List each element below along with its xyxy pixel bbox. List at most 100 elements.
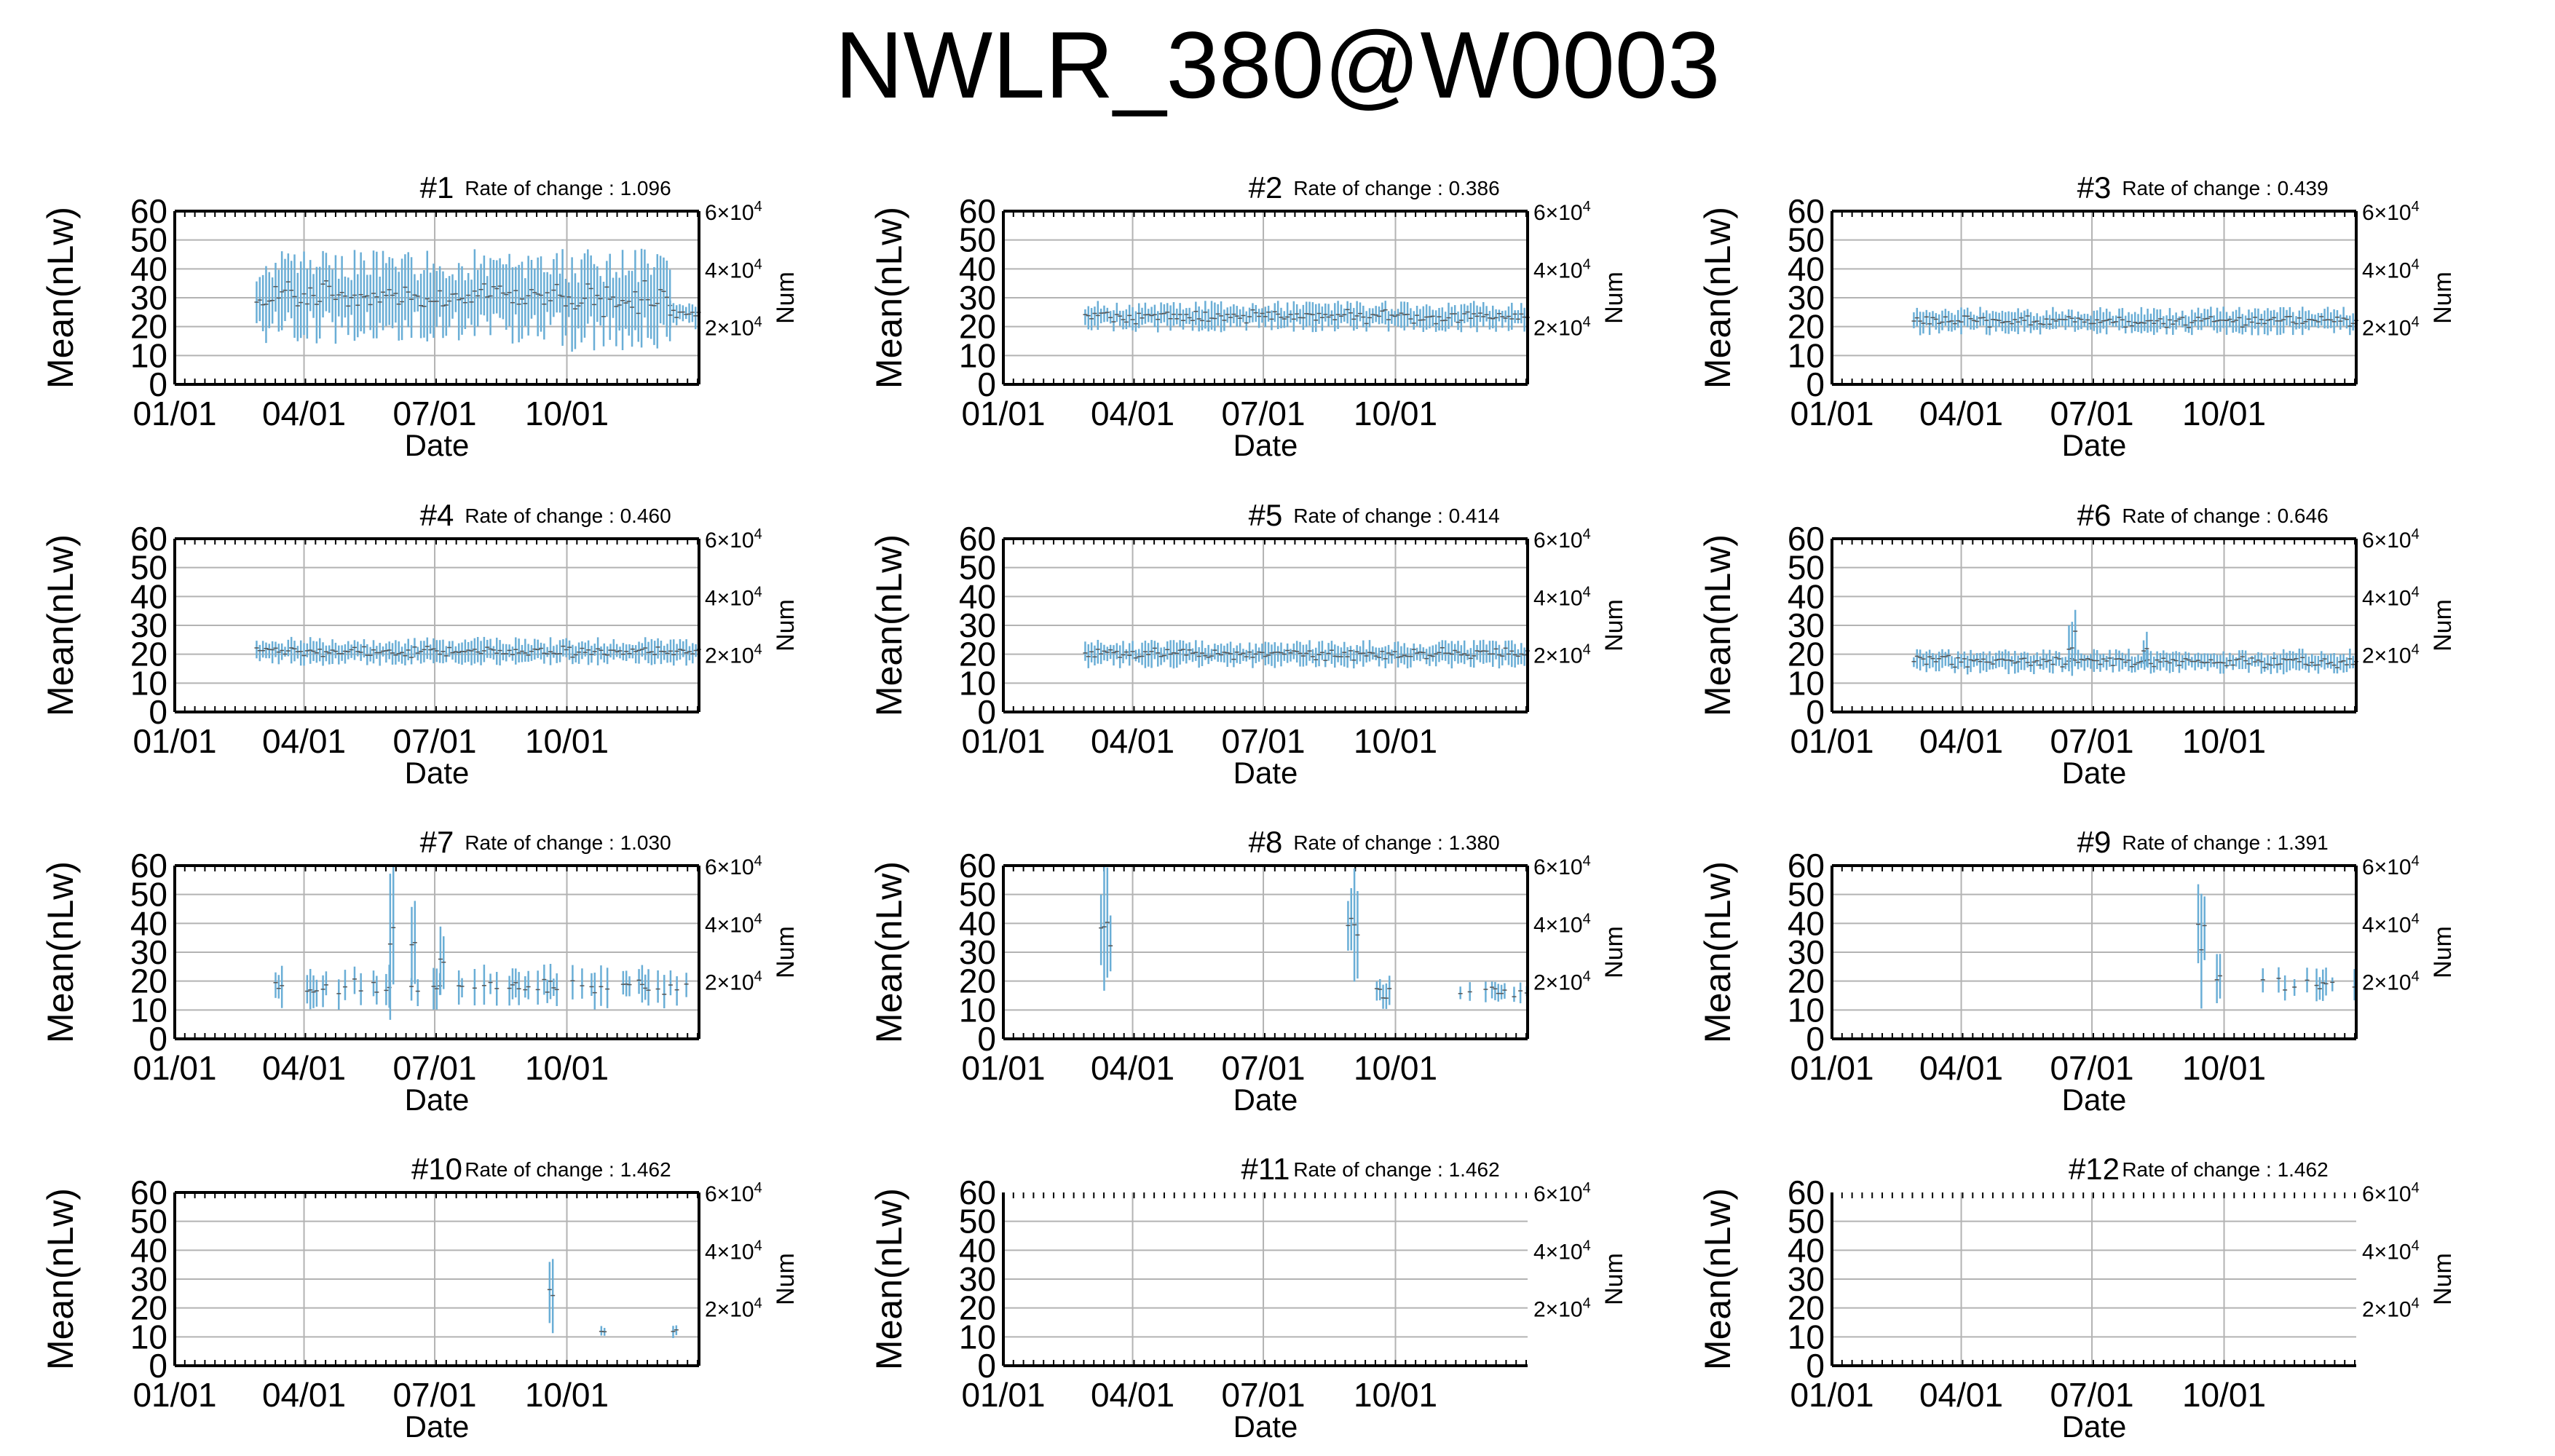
x-tick-label: 01/01 [961, 1376, 1045, 1414]
x-tick-label: 01/01 [133, 1376, 216, 1414]
y2-tick-exponent: 4 [2412, 584, 2420, 600]
y2-tick-label: 4×104 [2362, 584, 2420, 610]
y-tick-label: 10 [1788, 336, 1825, 374]
y2-tick-exponent: 4 [1583, 584, 1591, 600]
y2-tick-exponent: 4 [754, 199, 762, 215]
x-tick-label: 10/01 [525, 1376, 609, 1414]
y-tick-label: 40 [959, 250, 996, 288]
y-tick-label: 40 [130, 250, 167, 288]
y-tick-label: 60 [130, 192, 167, 230]
x-tick-label: 07/01 [1221, 1049, 1305, 1087]
y2-tick-exponent: 4 [2412, 199, 2420, 215]
y2-tick-label: 2×104 [2362, 642, 2420, 668]
y-tick-label: 0 [149, 365, 167, 403]
panel-title: #12 [2069, 1152, 2120, 1186]
y-tick-label: 40 [959, 1231, 996, 1269]
y-tick-label: 20 [959, 308, 996, 346]
x-tick-label: 10/01 [525, 1049, 609, 1087]
y2-tick-label: 2×104 [1533, 314, 1591, 341]
y2-tick-label: 6×104 [1533, 1180, 1591, 1206]
y-axis-label: Mean(nLw) [869, 534, 909, 716]
y-tick-label: 10 [959, 991, 996, 1029]
y2-tick-exponent: 4 [1583, 911, 1591, 927]
y2-tick-label: 6×104 [1533, 853, 1591, 879]
rate-of-change: Rate of change : 1.391 [2122, 831, 2328, 854]
y-tick-label: 20 [1788, 1289, 1825, 1327]
y2-tick-label: 4×104 [1533, 256, 1591, 282]
y2-axis-label: Num [772, 926, 799, 978]
y2-tick-exponent: 4 [754, 256, 762, 272]
y2-tick-exponent: 4 [1583, 642, 1591, 658]
y2-tick-label: 2×104 [1533, 642, 1591, 668]
y2-tick-label: 6×104 [2362, 1180, 2420, 1206]
y-tick-label: 20 [1788, 636, 1825, 673]
y2-tick-label: 2×104 [2362, 1296, 2420, 1322]
panel-title: #4 [420, 498, 454, 532]
y2-tick-exponent: 4 [2412, 853, 2420, 869]
panel-title: #10 [411, 1152, 462, 1186]
y-tick-label: 10 [130, 1318, 167, 1356]
y2-tick-label: 6×104 [705, 1180, 762, 1206]
x-tick-label: 07/01 [2050, 1376, 2133, 1414]
y-tick-label: 10 [1788, 1318, 1825, 1356]
y-tick-label: 30 [959, 933, 996, 971]
x-axis-label: Date [405, 1083, 470, 1117]
x-tick-label: 07/01 [392, 1376, 476, 1414]
x-tick-label: 10/01 [525, 722, 609, 760]
x-tick-label: 04/01 [262, 722, 346, 760]
y-axis-label: Mean(nLw) [869, 861, 909, 1043]
y-axis-label: Mean(nLw) [1697, 534, 1738, 716]
y2-tick-exponent: 4 [1583, 1296, 1591, 1312]
y2-tick-label: 2×104 [1533, 1296, 1591, 1322]
y-tick-label: 50 [130, 1203, 167, 1241]
y-tick-label: 10 [959, 1318, 996, 1356]
x-tick-label: 01/01 [961, 722, 1045, 760]
x-tick-label: 01/01 [1790, 722, 1873, 760]
x-axis-label: Date [405, 428, 470, 462]
y2-tick-exponent: 4 [1583, 969, 1591, 985]
y-tick-label: 30 [959, 1260, 996, 1298]
y-tick-label: 40 [130, 1231, 167, 1269]
y-tick-label: 60 [1788, 192, 1825, 230]
x-tick-label: 01/01 [961, 395, 1045, 432]
y2-tick-label: 2×104 [705, 314, 762, 341]
y-tick-label: 30 [130, 606, 167, 644]
x-tick-label: 07/01 [392, 1049, 476, 1087]
y2-axis-label: Num [1600, 599, 1628, 652]
y2-axis-label: Num [772, 272, 799, 324]
y-axis-label: Mean(nLw) [40, 1188, 81, 1370]
y2-tick-label: 6×104 [1533, 199, 1591, 225]
x-tick-label: 01/01 [133, 395, 216, 432]
x-axis-label: Date [2062, 756, 2127, 790]
y-tick-label: 40 [1788, 1231, 1825, 1269]
x-tick-label: 01/01 [133, 722, 216, 760]
y2-tick-exponent: 4 [1583, 526, 1591, 542]
y2-tick-exponent: 4 [1583, 199, 1591, 215]
panel-title: #7 [420, 825, 454, 859]
x-tick-label: 04/01 [1919, 722, 2003, 760]
y-tick-label: 30 [130, 279, 167, 317]
y2-axis-label: Num [772, 599, 799, 652]
y-tick-label: 10 [130, 336, 167, 374]
y-tick-label: 50 [130, 876, 167, 914]
y2-tick-exponent: 4 [754, 911, 762, 927]
y-axis-label: Mean(nLw) [40, 207, 81, 389]
y-tick-label: 0 [149, 1347, 167, 1385]
y-tick-label: 50 [959, 549, 996, 587]
y-axis-label: Mean(nLw) [1697, 207, 1738, 389]
x-tick-label: 10/01 [1354, 1376, 1437, 1414]
y2-tick-label: 6×104 [705, 199, 762, 225]
y2-tick-exponent: 4 [754, 1180, 762, 1196]
y-tick-label: 60 [1788, 1174, 1825, 1211]
y-tick-label: 60 [959, 520, 996, 558]
y2-axis-label: Num [2429, 1253, 2457, 1305]
y-tick-label: 0 [977, 1347, 996, 1385]
y2-tick-exponent: 4 [1583, 256, 1591, 272]
x-tick-label: 10/01 [2182, 1376, 2266, 1414]
x-tick-label: 07/01 [2050, 395, 2133, 432]
